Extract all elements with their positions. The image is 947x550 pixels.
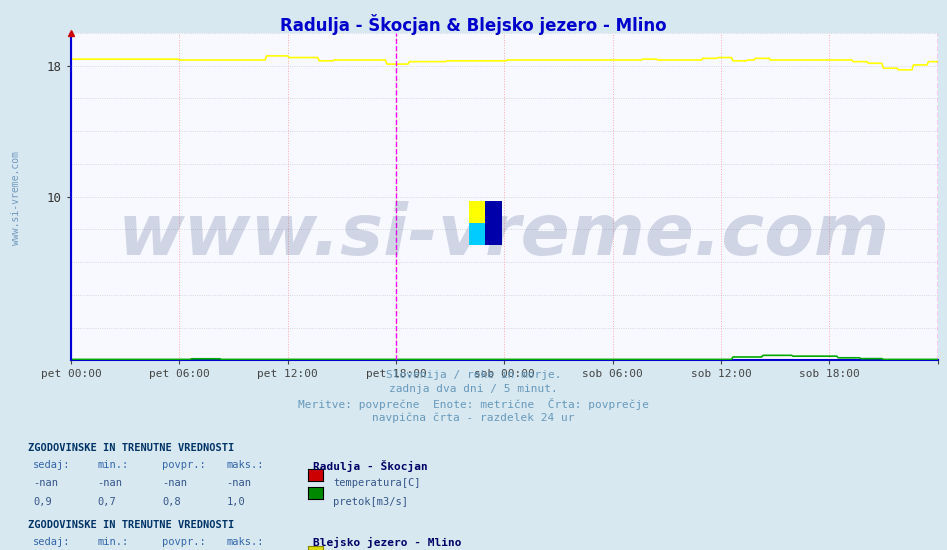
- Text: 0,9: 0,9: [33, 497, 52, 507]
- Text: -nan: -nan: [226, 478, 251, 488]
- Text: min.:: min.:: [98, 460, 129, 470]
- Text: 1,0: 1,0: [226, 497, 245, 507]
- Text: sedaj:: sedaj:: [33, 537, 71, 547]
- Text: ZGODOVINSKE IN TRENUTNE VREDNOSTI: ZGODOVINSKE IN TRENUTNE VREDNOSTI: [28, 443, 235, 453]
- Text: povpr.:: povpr.:: [162, 460, 205, 470]
- Text: Slovenija / reke in morje.: Slovenija / reke in morje.: [385, 370, 562, 379]
- Text: maks.:: maks.:: [226, 460, 264, 470]
- Text: min.:: min.:: [98, 537, 129, 547]
- Text: -nan: -nan: [162, 478, 187, 488]
- Text: 0,7: 0,7: [98, 497, 116, 507]
- Text: 0,8: 0,8: [162, 497, 181, 507]
- Text: -nan: -nan: [98, 478, 122, 488]
- Text: zadnja dva dni / 5 minut.: zadnja dva dni / 5 minut.: [389, 384, 558, 394]
- Text: Radulja - Škocjan & Blejsko jezero - Mlino: Radulja - Škocjan & Blejsko jezero - Mli…: [280, 14, 667, 35]
- Text: navpična črta - razdelek 24 ur: navpična črta - razdelek 24 ur: [372, 412, 575, 423]
- Bar: [486, 201, 502, 245]
- Text: sedaj:: sedaj:: [33, 460, 71, 470]
- Text: Radulja - Škocjan: Radulja - Škocjan: [313, 460, 427, 472]
- Bar: [469, 223, 486, 245]
- Text: -nan: -nan: [33, 478, 58, 488]
- Text: www.si-vreme.com: www.si-vreme.com: [11, 151, 22, 245]
- Text: ZGODOVINSKE IN TRENUTNE VREDNOSTI: ZGODOVINSKE IN TRENUTNE VREDNOSTI: [28, 520, 235, 530]
- Text: www.si-vreme.com: www.si-vreme.com: [118, 201, 890, 271]
- Bar: [469, 201, 486, 223]
- Text: temperatura[C]: temperatura[C]: [333, 478, 420, 488]
- Text: maks.:: maks.:: [226, 537, 264, 547]
- Text: Blejsko jezero - Mlino: Blejsko jezero - Mlino: [313, 537, 461, 548]
- Text: povpr.:: povpr.:: [162, 537, 205, 547]
- Text: Meritve: povprečne  Enote: metrične  Črta: povprečje: Meritve: povprečne Enote: metrične Črta:…: [298, 398, 649, 410]
- Text: pretok[m3/s]: pretok[m3/s]: [333, 497, 408, 507]
